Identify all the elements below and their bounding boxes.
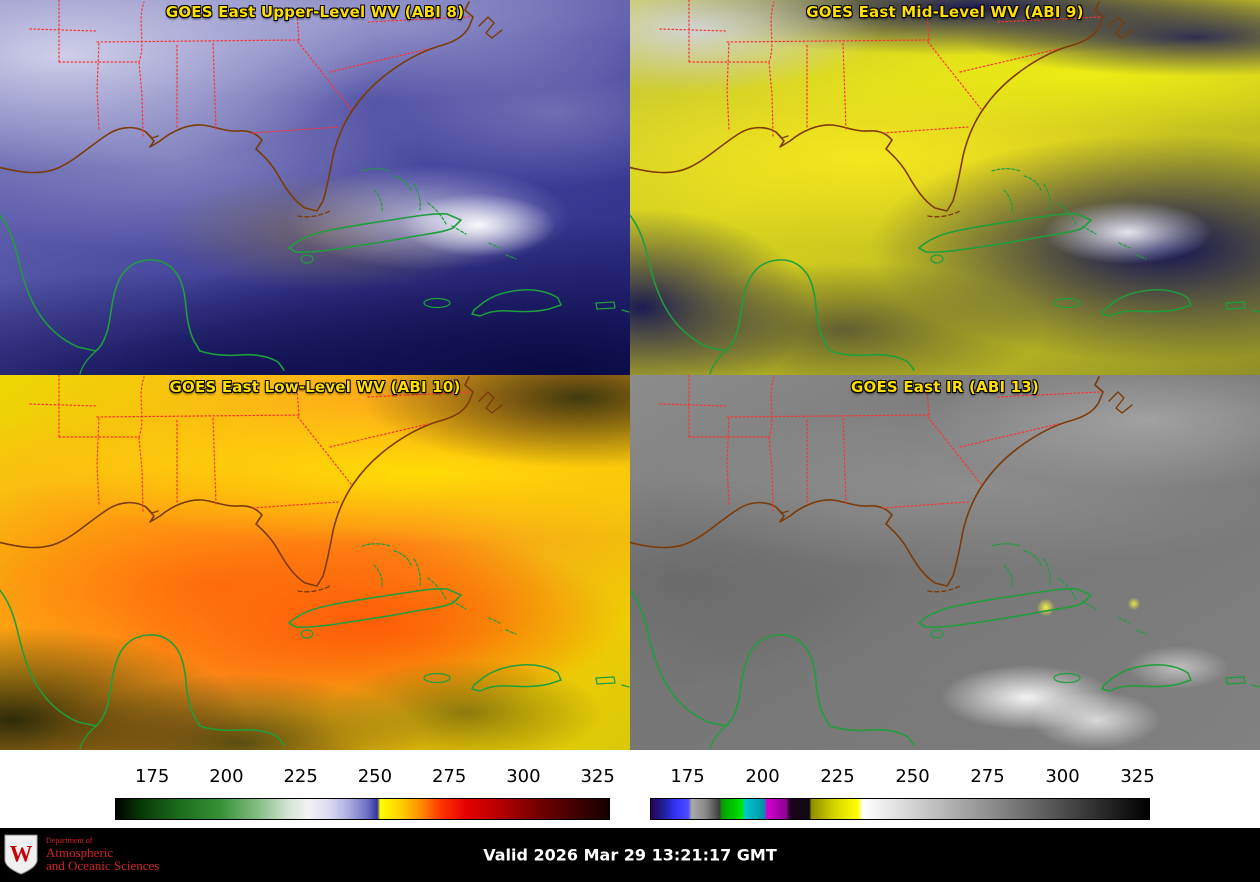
tick-label: 200	[209, 766, 244, 787]
logo-dept-line: Department of	[46, 836, 93, 846]
tick-label: 200	[745, 766, 780, 787]
satellite-panel-ir: GOES East IR (ABI 13)	[630, 375, 1260, 750]
tick-label: 300	[506, 766, 541, 787]
tick-label: 250	[895, 766, 930, 787]
panel-title: GOES East Upper-Level WV (ABI 8)	[165, 3, 465, 21]
ir-colorbar-ticks: 175 200 225 250 275 300 325	[650, 766, 1154, 792]
tick-label: 275	[431, 766, 467, 787]
panel-title: GOES East Low-Level WV (ABI 10)	[169, 378, 461, 396]
tick-label: 275	[970, 766, 1005, 787]
tick-label: 225	[283, 766, 318, 787]
footer: W Department of Atmospheric and Oceanic …	[0, 828, 1260, 882]
wv-colorbar-gradient	[115, 798, 610, 820]
satellite-panel-upper-level-wv: GOES East Upper-Level WV (ABI 8)	[0, 0, 630, 375]
satellite-panel-low-level-wv: GOES East Low-Level WV (ABI 10)	[0, 375, 630, 750]
map-overlay	[630, 375, 1260, 750]
logo-text: Department of Atmospheric and Oceanic Sc…	[46, 836, 160, 874]
map-overlay	[0, 0, 630, 375]
colorbar-row: 175 200 225 250 275 300 325 175 200 225 …	[0, 750, 1260, 828]
tick-label: 175	[134, 766, 170, 787]
ir-colorbar-block: 175 200 225 250 275 300 325	[630, 750, 1260, 828]
map-overlay	[0, 375, 630, 750]
satellite-panel-mid-level-wv: GOES East Mid-Level WV (ABI 9)	[630, 0, 1260, 375]
logo-line1: Atmospheric	[46, 844, 114, 860]
tick-label: 325	[1120, 766, 1155, 787]
panel-title: GOES East Mid-Level WV (ABI 9)	[806, 3, 1084, 21]
tick-label: 175	[670, 766, 705, 787]
uw-aos-logo: W Department of Atmospheric and Oceanic …	[2, 828, 159, 882]
uw-crest-icon: W	[4, 834, 38, 875]
ir-colorbar-gradient	[650, 798, 1150, 820]
crest-letter: W	[10, 842, 33, 867]
tick-label: 325	[580, 766, 615, 787]
logo-line2: and Oceanic Sciences	[46, 858, 160, 874]
tick-label: 225	[820, 766, 855, 787]
tick-label: 300	[1045, 766, 1080, 787]
panel-grid: GOES East Upper-Level WV (ABI 8) GOES Ea…	[0, 0, 1260, 750]
panel-title: GOES East IR (ABI 13)	[850, 378, 1039, 396]
map-overlay	[630, 0, 1260, 375]
wv-colorbar-ticks: 175 200 225 250 275 300 325	[115, 766, 615, 792]
valid-timestamp: Valid 2026 Mar 29 13:21:17 GMT	[483, 845, 777, 865]
wv-colorbar-block: 175 200 225 250 275 300 325	[0, 750, 630, 828]
tick-label: 250	[357, 766, 393, 787]
